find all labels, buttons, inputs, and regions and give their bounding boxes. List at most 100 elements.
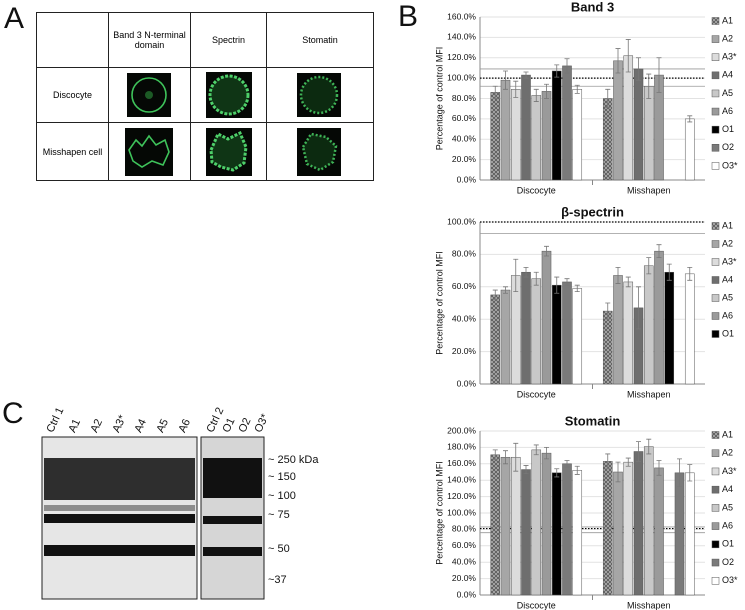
bar bbox=[602, 310, 613, 385]
legend-swatch bbox=[711, 240, 720, 248]
y-tick-label: 40.0% bbox=[452, 134, 477, 144]
legend-swatch bbox=[711, 312, 720, 320]
error-bar bbox=[554, 276, 560, 294]
y-axis-label: Percentage of control MFI bbox=[434, 251, 444, 355]
error-bar bbox=[544, 83, 549, 99]
lane-label: A5 bbox=[154, 417, 171, 434]
y-tick-label: 0.0% bbox=[457, 589, 477, 599]
y-tick-label: 60.0% bbox=[452, 113, 477, 123]
chart-title: Stomatin bbox=[565, 413, 621, 428]
legend-label: A2 bbox=[722, 448, 733, 458]
bar bbox=[500, 289, 511, 385]
bar bbox=[613, 275, 623, 385]
size-marker: ~ 150 bbox=[268, 471, 296, 483]
bar bbox=[623, 461, 634, 596]
legend-label: A4 bbox=[722, 70, 733, 80]
bar bbox=[490, 454, 501, 596]
bar bbox=[551, 472, 562, 596]
y-tick-label: 40.0% bbox=[452, 313, 477, 323]
lane-label: O3* bbox=[252, 412, 271, 435]
chart-title: Band 3 bbox=[571, 0, 614, 14]
size-marker: ~37 bbox=[268, 574, 287, 586]
legend-swatch bbox=[711, 467, 720, 476]
legend-swatch bbox=[711, 558, 720, 567]
size-marker: ~ 75 bbox=[268, 509, 290, 521]
y-tick-label: 80.0% bbox=[452, 93, 477, 103]
panel-letter: C bbox=[2, 397, 24, 430]
y-tick-label: 20.0% bbox=[452, 154, 477, 164]
error-bar bbox=[605, 453, 611, 470]
bar bbox=[521, 469, 531, 596]
legend-label: A3* bbox=[722, 466, 737, 476]
bar bbox=[500, 456, 511, 596]
y-axis-label: Percentage of control MFI bbox=[434, 461, 444, 565]
bar bbox=[654, 467, 664, 596]
bar bbox=[572, 288, 583, 385]
error-bar bbox=[636, 286, 641, 330]
bar bbox=[602, 98, 613, 181]
error-bar bbox=[666, 263, 672, 281]
error-bar bbox=[687, 266, 693, 281]
row-header: Misshapen cell bbox=[36, 122, 109, 181]
error-bar bbox=[646, 73, 652, 99]
bar bbox=[510, 456, 521, 596]
x-tick-label: Discocyte bbox=[517, 185, 556, 195]
error-bar bbox=[574, 465, 580, 475]
legend-swatch bbox=[711, 89, 720, 98]
error-bar bbox=[513, 258, 519, 293]
error-bar bbox=[656, 460, 662, 476]
legend-swatch bbox=[711, 258, 720, 266]
legend-swatch bbox=[711, 540, 720, 549]
error-bar bbox=[615, 266, 621, 284]
legend-swatch bbox=[711, 35, 720, 43]
y-tick-label: 180.0% bbox=[447, 442, 476, 452]
y-tick-label: 100.0% bbox=[447, 72, 476, 82]
bar bbox=[490, 294, 501, 385]
legend-swatch bbox=[711, 504, 720, 512]
legend-label: A4 bbox=[722, 484, 733, 494]
error-bar bbox=[533, 88, 539, 102]
error-bar bbox=[646, 438, 652, 455]
bar bbox=[623, 281, 634, 385]
error-bar bbox=[625, 39, 631, 73]
error-bar bbox=[503, 70, 508, 90]
error-bar bbox=[554, 64, 560, 78]
y-axis-label: Percentage of control MFI bbox=[434, 47, 444, 151]
legend-swatch bbox=[711, 522, 720, 530]
bar bbox=[562, 281, 572, 385]
y-tick-label: 200.0% bbox=[447, 425, 476, 435]
bar bbox=[531, 278, 542, 385]
lane-label: A2 bbox=[88, 417, 105, 434]
x-tick-label: Discocyte bbox=[517, 600, 556, 610]
western-blot bbox=[41, 436, 265, 600]
y-tick-label: 0.0% bbox=[457, 174, 477, 184]
legend-swatch bbox=[711, 222, 720, 230]
y-tick-label: 160.0% bbox=[447, 458, 476, 468]
legend-swatch bbox=[711, 294, 720, 302]
legend-swatch bbox=[711, 485, 720, 494]
bar bbox=[541, 91, 552, 181]
legend-label: A1 bbox=[722, 15, 733, 25]
error-bar bbox=[544, 447, 549, 460]
lane-label: Ctrl 1 bbox=[44, 406, 66, 435]
error-bar bbox=[646, 257, 652, 275]
legend-label: O1 bbox=[722, 124, 734, 134]
error-bar bbox=[574, 84, 580, 94]
error-bar bbox=[513, 80, 519, 98]
legend-label: A3* bbox=[722, 52, 737, 62]
legend-label: A6 bbox=[722, 520, 733, 530]
error-bar bbox=[625, 276, 631, 288]
error-bar bbox=[544, 245, 549, 257]
bar bbox=[541, 250, 552, 385]
legend-label: O3* bbox=[722, 575, 738, 585]
y-tick-label: 120.0% bbox=[447, 52, 476, 62]
legend-label: A1 bbox=[722, 220, 733, 230]
y-tick-label: 0.0% bbox=[457, 378, 477, 388]
y-tick-label: 120.0% bbox=[447, 491, 476, 501]
bar bbox=[643, 86, 654, 181]
legend-label: A4 bbox=[722, 274, 733, 284]
bar bbox=[674, 472, 685, 596]
lane-label: A6 bbox=[176, 417, 193, 434]
y-tick-label: 100.0% bbox=[447, 507, 476, 517]
error-bar bbox=[503, 450, 508, 465]
